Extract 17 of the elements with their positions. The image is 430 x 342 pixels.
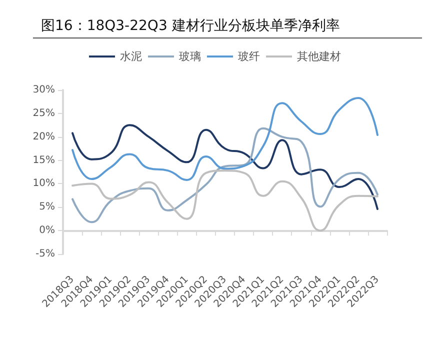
line-series bbox=[72, 96, 378, 181]
line-series bbox=[72, 124, 378, 210]
y-tick-label: 0% bbox=[39, 225, 55, 236]
y-tick-label: 10% bbox=[32, 178, 55, 190]
y-tick-label: 20% bbox=[32, 131, 55, 142]
legend-label: 水泥 bbox=[120, 50, 142, 63]
y-tick-label: 15% bbox=[32, 154, 55, 166]
legend-label: 玻璃 bbox=[179, 50, 201, 63]
chart-title: 图16：18Q3-22Q3 建材行业分板块单季净利率 bbox=[41, 18, 340, 34]
y-tick-label: -5% bbox=[36, 248, 55, 260]
y-tick-label: 5% bbox=[39, 202, 55, 213]
line-series bbox=[72, 170, 378, 232]
line-series bbox=[72, 127, 378, 224]
legend-label: 其他建材 bbox=[297, 50, 341, 63]
legend-label: 玻纤 bbox=[238, 50, 260, 63]
y-tick-label: 30% bbox=[32, 84, 55, 96]
y-tick-label: 25% bbox=[32, 108, 55, 119]
